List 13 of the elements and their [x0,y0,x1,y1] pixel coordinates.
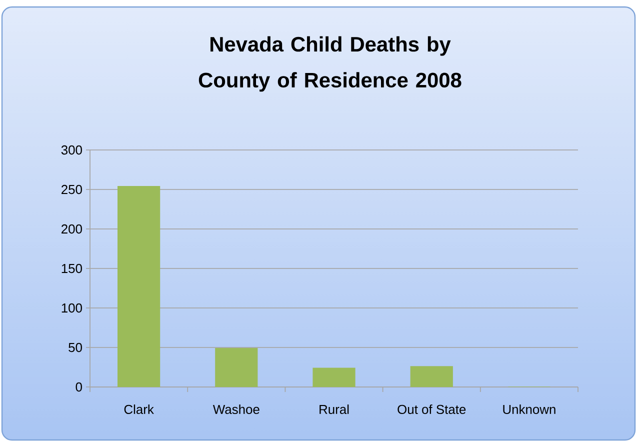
x-tick-label: Rural [320,404,349,414]
x-tick-label: Unknown [503,404,556,414]
x-tick-label: Clark [124,404,154,414]
y-tick-label: 50 [68,342,82,352]
y-tick-label: 100 [62,303,82,313]
x-tick-label: Washoe [212,404,260,414]
y-tick-label: 300 [61,145,82,155]
x-tick-label: Out of State [398,404,466,414]
y-tick-label: 0 [76,382,82,392]
chart-title: Nevada Child Deaths by County of Residence 2008 [198,36,462,92]
y-tick-label: 150 [62,264,82,274]
y-tick-label: 250 [62,184,82,194]
y-tick-label: 200 [62,224,82,234]
